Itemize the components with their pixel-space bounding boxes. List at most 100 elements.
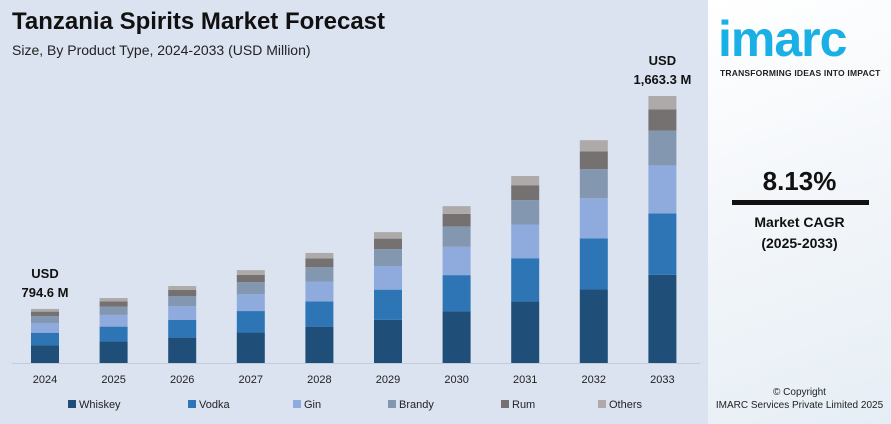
chart-title: Tanzania Spirits Market Forecast (12, 8, 386, 35)
bar-segment-rum-2033 (648, 109, 677, 131)
cagr-label-line2: (2025-2033) (761, 235, 838, 251)
bar-segment-brandy-2032 (579, 169, 608, 199)
bar-segment-rum-2030 (442, 213, 471, 227)
bar-segment-others-2027 (236, 270, 265, 275)
bar-segment-whiskey-2031 (511, 301, 540, 363)
cagr-label: Market CAGR (2025-2033) (708, 212, 891, 254)
bar-segment-brandy-2027 (236, 282, 265, 295)
x-tick-label: 2029 (376, 374, 400, 386)
bar-segment-gin-2026 (168, 306, 197, 320)
bar-segment-gin-2030 (442, 246, 471, 276)
bar-segment-rum-2025 (99, 301, 128, 307)
bar-segment-vodka-2030 (442, 275, 471, 312)
bar-segment-brandy-2028 (305, 267, 334, 282)
bar-segment-gin-2032 (579, 198, 608, 239)
x-tick-label: 2030 (444, 374, 468, 386)
value-annotation-line1: USD (649, 53, 676, 68)
bar-segment-others-2032 (579, 140, 608, 152)
cagr-label-line1: Market CAGR (754, 214, 845, 230)
bar-segment-gin-2028 (305, 281, 334, 302)
chart-panel: Tanzania Spirits Market Forecast Size, B… (12, 8, 700, 411)
bar-segment-vodka-2031 (511, 258, 540, 302)
bar-segment-vodka-2027 (236, 311, 265, 333)
imarc-logo: imarc (718, 11, 847, 67)
bar-segment-brandy-2025 (99, 306, 128, 315)
x-tick-label: 2033 (650, 374, 674, 386)
bar-segment-whiskey-2027 (236, 332, 265, 363)
bar-segment-whiskey-2030 (442, 311, 471, 363)
bar-segment-whiskey-2028 (305, 326, 334, 363)
bar-segment-others-2026 (168, 286, 197, 290)
bar-segment-whiskey-2026 (168, 337, 197, 363)
bar-segment-gin-2031 (511, 224, 540, 259)
bar-segment-gin-2025 (99, 314, 128, 327)
bar-segment-vodka-2032 (579, 238, 608, 290)
bar-segment-rum-2026 (168, 289, 197, 297)
legend-swatch-whiskey (68, 400, 76, 408)
cagr-divider (732, 200, 869, 205)
cagr-value: 8.13% (762, 166, 837, 196)
bar-segment-gin-2024 (31, 322, 59, 333)
bar-segment-whiskey-2033 (648, 274, 677, 363)
bar-segment-others-2024 (31, 308, 59, 312)
copyright-line2: IMARC Services Private Limited 2025 (715, 400, 884, 411)
x-tick-label: 2024 (33, 374, 57, 386)
copyright: © Copyright IMARC Services Private Limite… (708, 386, 891, 412)
bar-segment-vodka-2028 (305, 301, 334, 327)
value-annotation-line2: 794.6 M (22, 285, 69, 300)
value-annotation-line1: USD (31, 266, 58, 281)
bar-segment-rum-2028 (305, 258, 334, 268)
value-annotation-line2: 1,663.3 M (633, 72, 691, 87)
legend-label-vodka: Vodka (199, 399, 230, 411)
legend-label-brandy: Brandy (399, 399, 434, 411)
bar-segment-vodka-2029 (374, 289, 402, 320)
legend-swatch-vodka (188, 400, 196, 408)
x-tick-label: 2026 (170, 374, 194, 386)
legend-swatch-gin (293, 400, 301, 408)
bar-segment-rum-2024 (31, 311, 59, 316)
x-tick-label: 2028 (307, 374, 331, 386)
brand-tagline: TRANSFORMING IDEAS INTO IMPACT (720, 68, 881, 78)
copyright-line1: © Copyright (773, 387, 826, 398)
bar-segment-brandy-2026 (168, 296, 197, 307)
bar-segment-vodka-2033 (648, 213, 677, 275)
bar-segment-gin-2027 (236, 294, 265, 312)
bar-segment-rum-2032 (579, 151, 608, 170)
bar-segment-others-2028 (305, 252, 334, 259)
x-tick-label: 2027 (239, 374, 263, 386)
bar-segment-whiskey-2032 (579, 289, 608, 363)
bar-segment-gin-2029 (374, 266, 402, 290)
legend-label-others: Others (609, 399, 643, 411)
legend-label-whiskey: Whiskey (79, 399, 121, 411)
bar-segment-others-2031 (511, 175, 540, 186)
bar-segment-others-2033 (648, 96, 677, 110)
x-tick-label: 2032 (582, 374, 606, 386)
bar-segment-whiskey-2025 (99, 341, 128, 363)
bar-segment-vodka-2026 (168, 319, 197, 338)
bar-segment-gin-2033 (648, 165, 677, 214)
legend-label-rum: Rum (512, 399, 535, 411)
bar-segment-vodka-2025 (99, 326, 128, 342)
stacked-bar-chart: 2024 USD 794.6 M 2025 2026 2027 2028 2029 2030 20… (12, 53, 700, 411)
bar-segment-rum-2029 (374, 238, 402, 250)
bar-segment-brandy-2024 (31, 315, 59, 323)
bar-segment-others-2030 (442, 206, 471, 214)
bar-segment-others-2025 (99, 298, 128, 302)
bar-segment-rum-2031 (511, 185, 540, 201)
x-tick-label: 2031 (513, 374, 537, 386)
legend-swatch-rum (501, 400, 509, 408)
chart-subtitle: Size, By Product Type, 2024-2033 (USD Mi… (12, 42, 311, 58)
legend-label-gin: Gin (304, 399, 321, 411)
bar-segment-vodka-2024 (31, 332, 59, 346)
bar-segment-whiskey-2024 (31, 345, 59, 363)
x-tick-label: 2025 (101, 374, 125, 386)
bar-segment-brandy-2029 (374, 249, 402, 267)
legend-swatch-others (598, 400, 606, 408)
bar-segment-brandy-2033 (648, 130, 677, 166)
bar-segment-brandy-2030 (442, 226, 471, 247)
bar-segment-others-2029 (374, 232, 402, 239)
legend-swatch-brandy (388, 400, 396, 408)
bar-segment-whiskey-2029 (374, 319, 402, 363)
bar-segment-rum-2027 (236, 274, 265, 283)
bar-segment-brandy-2031 (511, 200, 540, 225)
